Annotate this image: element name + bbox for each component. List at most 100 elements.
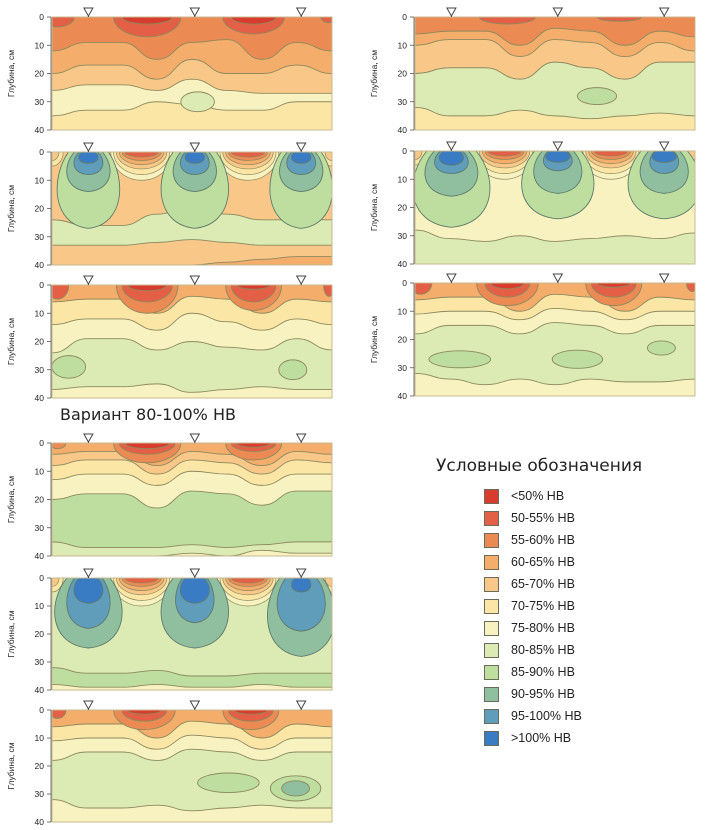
legend-swatch	[484, 488, 499, 504]
dry-pocket	[596, 17, 643, 22]
y-tick-label: 40	[35, 685, 45, 695]
y-tick-label: 20	[398, 203, 408, 213]
moisture-blob	[197, 772, 260, 794]
legend-title: Условные обозначения	[436, 456, 643, 476]
wetting-plume	[545, 151, 571, 163]
y-tick-label: 40	[35, 125, 45, 135]
legend-label: 70-75% НВ	[511, 599, 575, 613]
y-tick-label: 30	[35, 97, 45, 107]
y-tick-label: 0	[39, 705, 44, 715]
dry-pocket	[124, 152, 159, 158]
y-tick-label: 40	[35, 260, 45, 270]
plot-frame	[51, 151, 333, 266]
emitter-marker-icon	[295, 568, 307, 579]
emitter-marker-icon	[552, 141, 564, 152]
dry-pocket	[230, 17, 277, 25]
emitter-marker-icon	[83, 275, 94, 286]
y-tick-label: 20	[398, 335, 408, 345]
y-tick-label: 30	[398, 231, 408, 241]
y-tick-label: 30	[35, 657, 45, 667]
legend-swatch	[484, 708, 499, 724]
legend-label: 65-70% НВ	[511, 577, 575, 591]
y-axis-label: Глубина, см	[6, 476, 16, 523]
moisture-blob	[551, 349, 604, 369]
dry-pocket	[593, 151, 629, 157]
emitter-marker-icon	[658, 7, 670, 18]
emitter-marker-icon	[658, 273, 670, 284]
legend-label: 90-95% НВ	[511, 687, 575, 701]
emitter-marker-icon	[189, 275, 201, 286]
legend-item: 55-60% НВ	[484, 529, 642, 551]
contour-band	[52, 748, 332, 822]
legend: Условные обозначения <50% НВ 50-55% НВ 5…	[436, 456, 642, 749]
moisture-blob	[428, 350, 492, 369]
y-tick-label: 10	[398, 174, 408, 184]
y-tick-label: 20	[35, 204, 45, 214]
panel-left-1: 0 10 20 30 40 Глубина, см	[6, 7, 333, 135]
dry-pocket	[52, 285, 70, 300]
y-axis-label: Глубина, см	[6, 185, 16, 232]
y-tick-label: 30	[35, 523, 45, 533]
legend-label: <50% НВ	[511, 489, 565, 503]
emitter-marker-icon	[446, 7, 457, 18]
contour-band	[415, 229, 695, 264]
y-tick-label: 30	[35, 232, 45, 242]
legend-item: 70-75% НВ	[484, 595, 642, 617]
emitter-marker-icon	[189, 568, 201, 579]
emitter-marker-icon	[552, 273, 564, 284]
y-tick-label: 10	[35, 601, 45, 611]
y-axis-label: Глубина, см	[6, 742, 16, 789]
wetting-plume	[78, 152, 99, 164]
emitter-marker-icon	[83, 568, 94, 579]
dry-pocket	[230, 285, 277, 303]
y-tick-label: 30	[35, 365, 45, 375]
panel-variant-2: 0 10 20 30 40 Глубина, см	[6, 568, 333, 695]
wetting-plume	[651, 151, 677, 163]
dry-pocket	[127, 710, 162, 715]
legend-item: 85-90% НВ	[484, 661, 642, 683]
dry-pocket	[686, 283, 695, 292]
legend-swatch	[484, 686, 499, 702]
legend-label: 75-80% НВ	[511, 621, 575, 635]
legend-swatch	[484, 642, 499, 658]
y-tick-label: 0	[402, 278, 407, 288]
y-tick-label: 20	[35, 629, 45, 639]
wetting-plume	[73, 578, 104, 604]
y-tick-label: 40	[35, 551, 45, 561]
legend-swatch	[484, 598, 499, 614]
emitter-marker-icon	[552, 7, 564, 18]
contour-band	[52, 490, 332, 556]
moisture-blob	[180, 91, 215, 113]
y-axis-label: Глубина, см	[6, 610, 16, 657]
legend-label: >100% НВ	[511, 731, 572, 745]
wetting-plume	[184, 152, 205, 164]
legend-swatch	[484, 510, 499, 526]
contour-band	[52, 549, 332, 556]
plot-frame	[51, 284, 333, 399]
emitter-marker-icon	[295, 142, 307, 153]
legend-swatch	[484, 576, 499, 592]
emitter-marker-icon	[189, 7, 201, 18]
y-tick-label: 0	[402, 12, 407, 22]
legend-swatch	[484, 730, 499, 746]
contour-band	[52, 383, 332, 398]
y-tick-label: 40	[398, 391, 408, 401]
dry-pocket	[687, 151, 695, 160]
legend-item: 80-85% НВ	[484, 639, 642, 661]
wetting-plume	[438, 151, 464, 166]
plot-frame	[414, 150, 696, 265]
emitter-marker-icon	[446, 273, 457, 284]
plot-frame	[51, 16, 333, 131]
panel-right-2: 0 10 20 30 40 Глубина, см	[369, 141, 696, 269]
y-axis-label: Глубина, см	[369, 316, 379, 363]
legend-item: <50% НВ	[484, 485, 642, 507]
legend-swatch	[484, 620, 499, 636]
panel-variant-3: 0 10 20 30 40 Глубина, см	[6, 700, 333, 827]
contour-band	[415, 372, 695, 396]
dry-pocket	[52, 17, 75, 28]
y-tick-label: 10	[35, 466, 45, 476]
y-axis-label: Глубина, см	[369, 50, 379, 97]
legend-label: 55-60% НВ	[511, 533, 575, 547]
emitter-marker-icon	[189, 700, 201, 711]
plot-frame	[51, 709, 333, 823]
